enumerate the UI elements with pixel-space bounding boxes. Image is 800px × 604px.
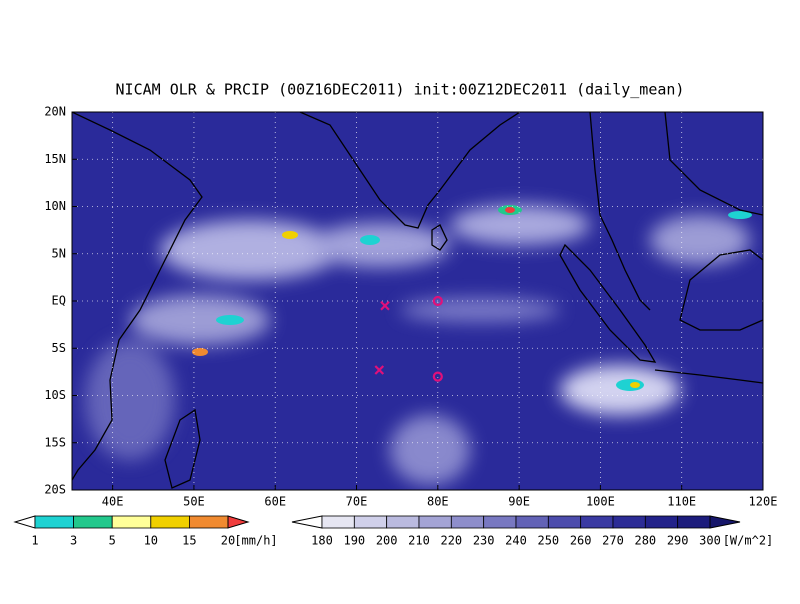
colorbar-label: 1 <box>31 534 38 548</box>
colorbar-segment <box>34 515 74 529</box>
colorbar-segment <box>73 515 113 529</box>
colorbar-label: 280 <box>634 534 656 548</box>
colorbar-segment <box>515 515 549 529</box>
lat-tick-label: 15S <box>44 435 66 449</box>
colorbar-label: 270 <box>602 534 624 548</box>
lon-tick-label: 70E <box>346 495 368 509</box>
lat-tick-label: 15N <box>44 152 66 166</box>
colorbar-label: 240 <box>505 534 527 548</box>
lat-tick-label: 20N <box>44 105 66 119</box>
markers <box>374 295 443 382</box>
lat-tick-label: 5S <box>52 341 66 355</box>
lon-tick-label: 60E <box>264 495 286 509</box>
colorbar-label: 210 <box>408 534 430 548</box>
lon-tick-label: 50E <box>183 495 205 509</box>
coastlines <box>72 112 763 489</box>
colorbar-segment <box>547 515 582 529</box>
lat-tick-label: 10S <box>44 388 66 402</box>
cloud-field <box>85 205 750 485</box>
colorbar-segment <box>386 515 420 529</box>
colorbar-label: 200 <box>376 534 398 548</box>
colorbar-under <box>291 515 323 529</box>
colorbar-unit: [W/m^2] <box>723 534 774 548</box>
precip-colorbar: 1 3 5 10 15 20 [mm/h] <box>13 515 278 548</box>
colorbar-segment <box>450 515 485 529</box>
lon-tick-label: 40E <box>102 495 124 509</box>
colorbar-label: 260 <box>570 534 592 548</box>
colorbar-segment <box>418 515 452 529</box>
colorbar-label: 15 <box>182 534 196 548</box>
axes: 40E 50E 60E 70E 80E 90E 100E 110E 120E 20N 15N 10N 5… <box>44 105 777 509</box>
lat-tick-label: 20S <box>44 483 66 497</box>
lon-tick-label: 80E <box>427 495 449 509</box>
colorbar-label: 220 <box>440 534 462 548</box>
colorbar-label: 5 <box>109 534 116 548</box>
lat-tick-label: EQ <box>52 294 66 308</box>
colorbar-label: 230 <box>473 534 495 548</box>
marker-o <box>432 295 443 307</box>
colorbar-segment <box>353 515 388 529</box>
lat-tick-label: 10N <box>44 199 66 213</box>
colorbar-segment <box>612 515 646 529</box>
colorbar-segment <box>677 515 711 529</box>
colorbar-segment <box>580 515 614 529</box>
map-title: NICAM OLR & PRCIP (00Z16DEC2011) init:00… <box>116 81 685 99</box>
colorbar-unit: [mm/h] <box>234 534 277 548</box>
lon-tick-label: 110E <box>667 495 696 509</box>
colorbar-segment <box>321 515 355 529</box>
colorbar-label: 290 <box>667 534 689 548</box>
colorbar-over <box>709 515 741 529</box>
map-field <box>72 112 763 490</box>
colorbar-segment <box>188 515 229 529</box>
grid <box>72 112 763 490</box>
colorbar-segment <box>483 515 517 529</box>
colorbar-label: 10 <box>144 534 158 548</box>
colorbar-under <box>13 515 36 529</box>
colorbar-label: 20 <box>221 534 235 548</box>
colorbar-over <box>227 515 250 529</box>
marker-o <box>432 371 443 382</box>
lat-tick-label: 5N <box>52 246 66 260</box>
colorbar-label: 3 <box>70 534 77 548</box>
colorbar-segment <box>150 515 190 529</box>
lon-tick-label: 100E <box>586 495 615 509</box>
colorbar-segment <box>111 515 152 529</box>
lon-tick-label: 120E <box>749 495 778 509</box>
olr-colorbar: 180 190 200 210 220 230 240 250 260 270 280 290 300[… <box>291 515 774 548</box>
colorbar-label: 180 <box>311 534 333 548</box>
precip-cells <box>192 205 752 391</box>
colorbar-segment <box>644 515 679 529</box>
colorbar-label: 190 <box>343 534 365 548</box>
colorbar-label: 300 <box>699 534 721 548</box>
colorbar-label: 250 <box>537 534 559 548</box>
marker-x <box>380 300 390 311</box>
marker-x <box>374 365 385 375</box>
lon-tick-label: 90E <box>508 495 530 509</box>
